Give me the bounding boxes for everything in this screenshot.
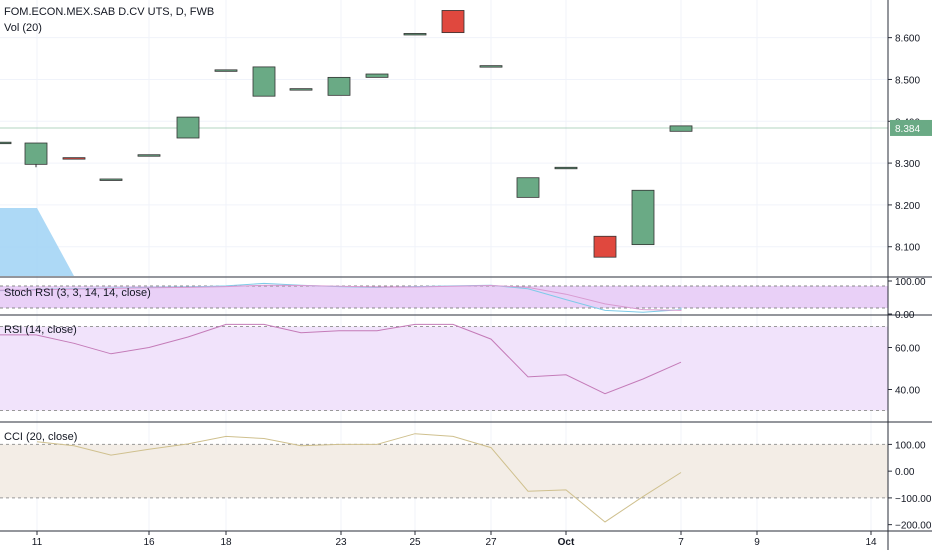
volume-area-shape	[0, 208, 74, 276]
candle	[176, 116, 200, 139]
rsi-tick-label: 60.00	[895, 344, 920, 355]
candle	[62, 157, 86, 160]
price-tick-label: 8.100	[895, 243, 920, 254]
candle	[479, 65, 503, 68]
candle	[24, 142, 48, 165]
last-price-label: 8.384	[895, 124, 920, 135]
candle	[669, 125, 693, 132]
candle	[403, 33, 427, 36]
time-axis[interactable]: 11 16 18 23 25 27 Oct 7 9 14	[32, 531, 877, 548]
candle	[289, 88, 313, 91]
cci-line	[36, 433, 682, 523]
candle	[214, 69, 238, 72]
indicator-bands	[0, 285, 888, 499]
cci-tick-label: −100.00	[895, 494, 932, 505]
candle	[593, 235, 617, 258]
legend-volume[interactable]: Vol (20)	[4, 22, 42, 34]
last-price-tag	[890, 119, 932, 136]
candle	[99, 178, 123, 181]
candle	[137, 154, 161, 157]
volume-area	[0, 208, 74, 276]
stoch-band	[0, 286, 888, 308]
x-tick-label: 16	[143, 537, 155, 548]
rsi-line	[0, 323, 682, 395]
legend-main[interactable]: FOM.ECON.MEX.SAB D.CV UTS, D, FWB	[4, 6, 215, 18]
rsi-tick-label: 40.00	[895, 386, 920, 397]
candle	[327, 76, 351, 96]
x-tick-label: 23	[335, 537, 347, 548]
indicator-lines	[0, 282, 682, 523]
x-tick-label: 7	[678, 537, 684, 548]
price-tick-label: 8.300	[895, 159, 920, 170]
grid	[0, 0, 888, 530]
candle	[554, 166, 578, 170]
candle	[441, 10, 465, 34]
cci-tick-label: 0.00	[895, 467, 915, 478]
x-tick-label: 9	[754, 537, 760, 548]
legend-cci[interactable]: CCI (20, close)	[4, 431, 78, 443]
stoch-d-line	[0, 284, 682, 311]
candles[interactable]	[0, 10, 693, 258]
legend-stoch-rsi[interactable]: Stoch RSI (3, 3, 14, 14, close)	[4, 287, 151, 299]
candle	[365, 73, 389, 78]
price-tick-label: 8.500	[895, 75, 920, 86]
cci-tick-label: 100.00	[895, 440, 926, 451]
price-tick-label: 8.200	[895, 201, 920, 212]
candle	[252, 66, 276, 97]
x-tick-label: Oct	[558, 537, 575, 548]
candle	[631, 189, 655, 246]
x-tick-label: 14	[865, 537, 877, 548]
price-axis[interactable]: 8.6008.5008.4008.3008.2008.1008.384100.0…	[888, 34, 932, 532]
price-tick-label: 8.600	[895, 34, 920, 45]
candle	[0, 141, 12, 145]
stoch-tick-label: 0.00	[895, 310, 915, 321]
stoch-tick-label: 100.00	[895, 277, 926, 288]
x-tick-label: 27	[485, 537, 497, 548]
cci-tick-label: −200.00	[895, 521, 932, 532]
legend-rsi[interactable]: RSI (14, close)	[4, 324, 77, 336]
x-tick-label: 25	[409, 537, 421, 548]
cci-band	[0, 444, 888, 498]
candle	[516, 177, 540, 198]
x-tick-label: 18	[220, 537, 232, 548]
rsi-band	[0, 326, 888, 411]
x-tick-label: 11	[32, 537, 43, 548]
